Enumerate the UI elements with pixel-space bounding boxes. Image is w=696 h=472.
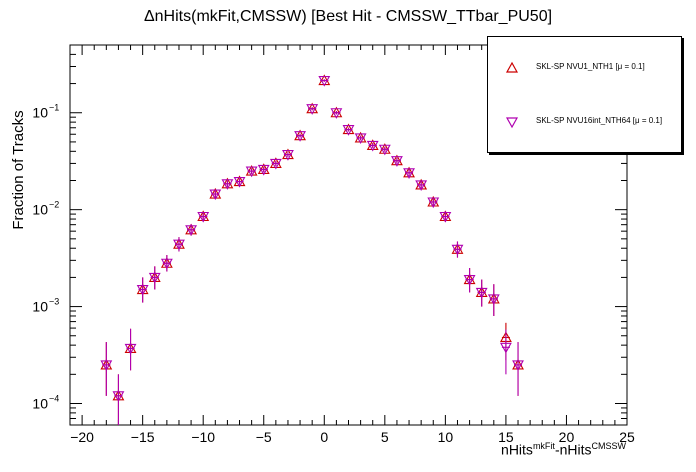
x-tick-label: 20 xyxy=(559,429,575,445)
data-point-triangle-down xyxy=(173,239,185,251)
data-point-triangle-down xyxy=(415,180,428,192)
y-tick-label: 10 xyxy=(32,395,48,411)
data-point-triangle-down xyxy=(403,168,415,179)
legend-entry-1: SKL-SP NVU1_NTH1 [μ = 0.1] xyxy=(488,59,681,79)
data-point-triangle-down xyxy=(439,211,452,223)
y-tick-exponent: −1 xyxy=(49,103,59,113)
data-point-triangle-down xyxy=(391,156,403,167)
data-point-triangle-down xyxy=(124,343,137,355)
data-point-triangle-down xyxy=(282,150,294,161)
y-tick-exponent: −4 xyxy=(49,393,59,403)
x-tick-label: 5 xyxy=(381,429,389,445)
data-point-triangle-down xyxy=(342,125,355,136)
y-tick-label: 10 xyxy=(32,202,48,218)
x-tick-label: 15 xyxy=(498,429,514,445)
data-point-triangle-down xyxy=(269,158,282,170)
data-point-triangle-down xyxy=(197,211,210,223)
x-axis-label: nHitsmkFit-nHitsCMSSW xyxy=(501,441,626,458)
triangle-down-icon xyxy=(505,117,519,129)
data-point-triangle-down xyxy=(499,342,512,354)
data-point-triangle-down xyxy=(366,140,379,152)
legend-label-2: SKL-SP NVU16int_NTH64 [μ = 0.1] xyxy=(536,116,663,125)
data-point-triangle-down xyxy=(185,225,198,236)
data-point-triangle-down xyxy=(148,272,161,284)
y-axis-label: Fraction of Tracks xyxy=(10,110,27,230)
data-point-triangle-down xyxy=(378,144,391,156)
x-tick-label: −10 xyxy=(191,429,215,445)
x-tick-label: 25 xyxy=(619,429,635,445)
data-point-triangle-down xyxy=(318,75,331,87)
x-tick-label: −5 xyxy=(256,429,272,445)
data-point-triangle-down xyxy=(233,177,246,188)
data-point-triangle-down xyxy=(475,287,488,299)
data-point-triangle-down xyxy=(112,391,125,402)
triangle-up-icon xyxy=(505,61,519,73)
data-point-triangle-down xyxy=(306,104,319,115)
data-point-triangle-down xyxy=(427,197,440,209)
legend: SKL-SP NVU1_NTH1 [μ = 0.1] SKL-SP NVU16i… xyxy=(487,36,682,153)
data-point-triangle-down xyxy=(512,360,524,372)
chart-title: ΔnHits(mkFit,CMSSW) [Best Hit - CMSSW_TT… xyxy=(143,8,553,25)
y-tick-exponent: −2 xyxy=(49,200,59,210)
data-point-triangle-down xyxy=(100,360,113,372)
y-tick-label: 10 xyxy=(32,299,48,315)
data-point-triangle-down xyxy=(463,275,476,286)
y-tick-label: 10 xyxy=(32,105,48,121)
data-point-triangle-down xyxy=(354,133,367,145)
data-point-triangle-down xyxy=(221,179,234,190)
data-point-triangle-down xyxy=(257,164,270,176)
data-point-triangle-down xyxy=(209,189,222,201)
data-point-triangle-down xyxy=(136,284,149,296)
legend-entry-2: SKL-SP NVU16int_NTH64 [μ = 0.1] xyxy=(488,113,681,133)
data-point-triangle-down xyxy=(451,244,464,256)
data-point-triangle-down xyxy=(487,294,500,306)
x-tick-label: −15 xyxy=(131,429,155,445)
legend-label-1: SKL-SP NVU1_NTH1 [μ = 0.1] xyxy=(536,62,645,71)
x-tick-label: 10 xyxy=(438,429,454,445)
y-tick-exponent: −3 xyxy=(49,297,59,307)
data-point-triangle-down xyxy=(294,131,306,142)
data-point-triangle-down xyxy=(245,166,258,178)
data-point-triangle-down xyxy=(160,258,173,270)
x-tick-label: −20 xyxy=(70,429,94,445)
data-point-triangle-down xyxy=(330,108,343,119)
x-tick-label: 0 xyxy=(320,429,328,445)
